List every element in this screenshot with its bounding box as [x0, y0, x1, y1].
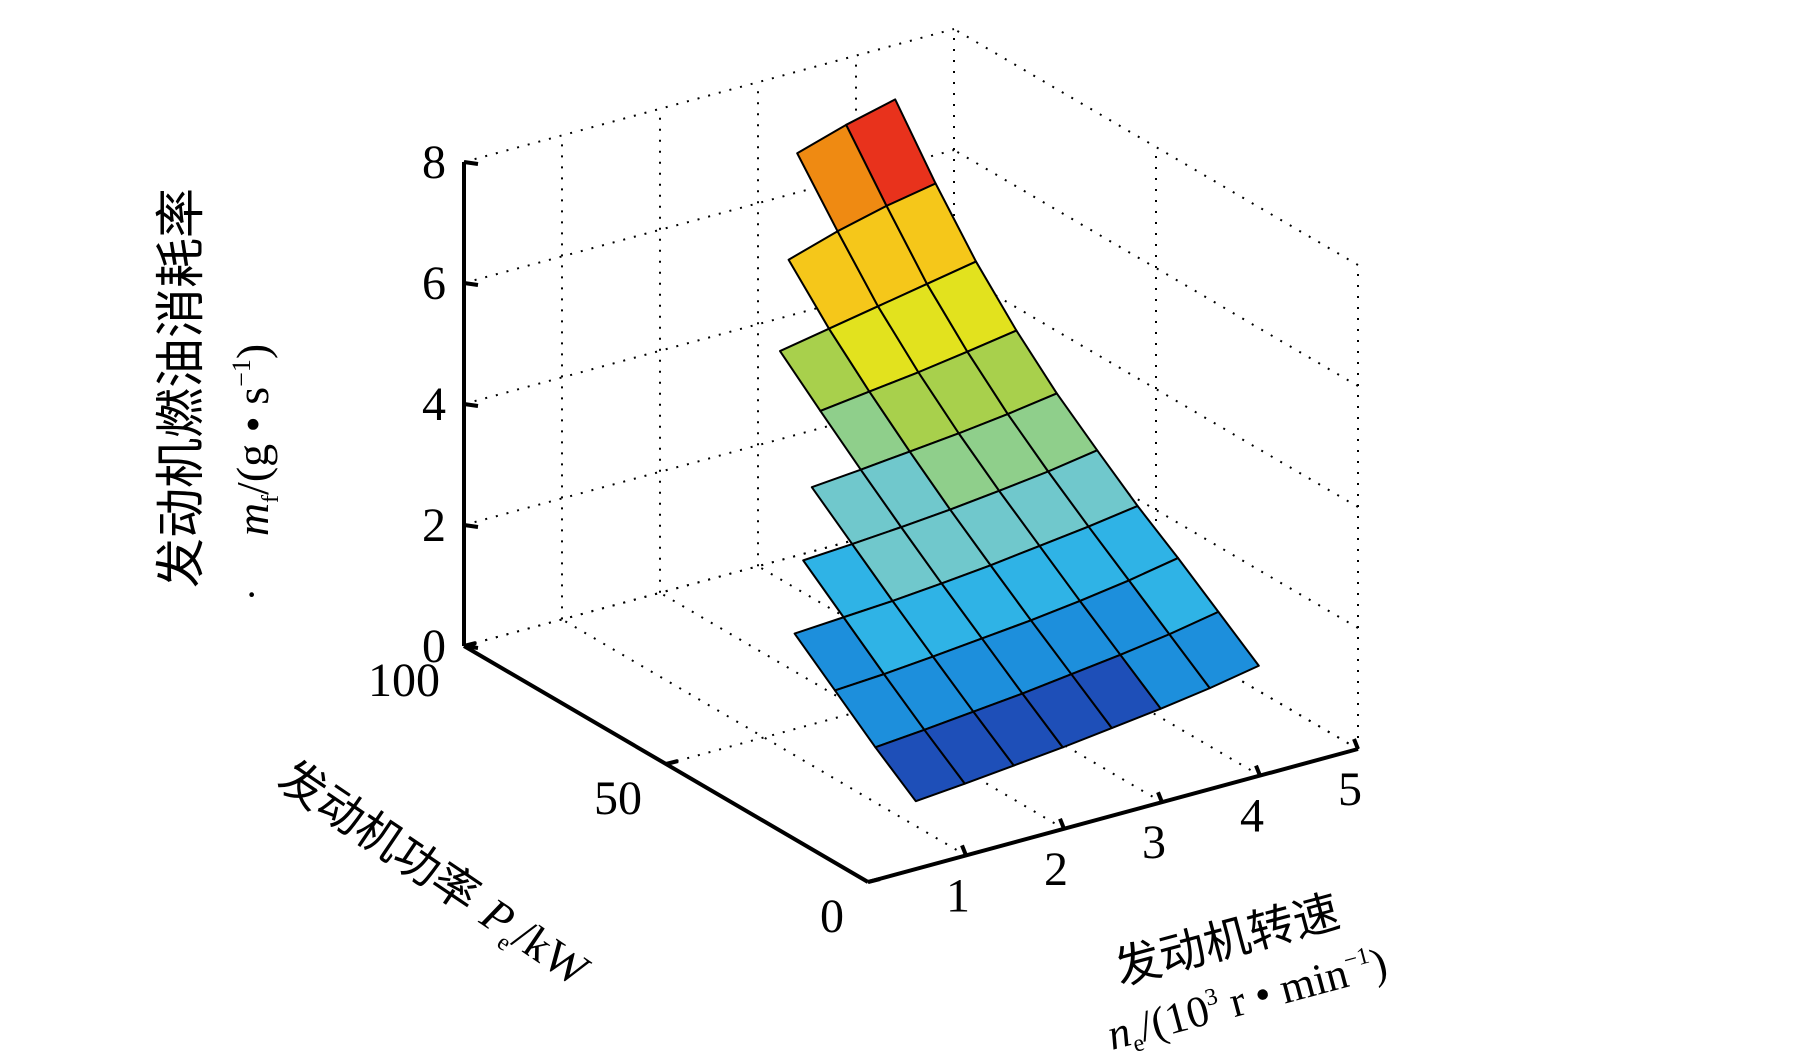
- z-axis-label: 发动机燃油消耗率: [152, 188, 210, 588]
- y-axis-label: 发动机功率 Pe/kW: [266, 749, 600, 1001]
- z-axis-dot: ·: [245, 572, 258, 617]
- z-tick-mark: [463, 644, 479, 650]
- x-tick-mark: [1058, 818, 1066, 830]
- x-tick-label: 3: [1142, 816, 1166, 869]
- x-axis-unit-label: /(10: [1133, 986, 1214, 1052]
- grid-line: [953, 270, 1359, 508]
- x-tick-mark: [1254, 764, 1262, 777]
- x-tick-label: 2: [1044, 843, 1068, 896]
- grid-line: [953, 28, 1359, 266]
- x-tick-label: 1: [946, 869, 970, 922]
- y-tick-label: 0: [820, 890, 844, 943]
- z-tick-label: 8: [422, 136, 446, 189]
- grid-line: [463, 270, 955, 405]
- grid-line: [953, 149, 1359, 387]
- y-tick-mark: [867, 877, 881, 884]
- y-tick-mark: [665, 759, 679, 766]
- z-tick-label: 6: [422, 257, 446, 310]
- axes: [462, 160, 1360, 884]
- z-tick-label: 0: [422, 620, 446, 673]
- grid-line: [463, 149, 955, 284]
- z-axis-symbol: m: [227, 503, 278, 536]
- grid-line: [463, 391, 955, 526]
- x-tick-label: 4: [1240, 790, 1264, 843]
- z-tick-mark: [463, 160, 479, 166]
- x-axis-line: [867, 747, 1359, 884]
- grid-line: [561, 618, 967, 857]
- grid-line: [953, 512, 1359, 750]
- z-axis-unit-exp: −1: [227, 359, 256, 387]
- y-tick-label: 100: [368, 654, 440, 707]
- z-axis-unit-label: /(g • s: [227, 387, 278, 495]
- z-tick-label: 4: [422, 378, 446, 431]
- z-tick-mark: [463, 523, 479, 529]
- grid-line: [463, 512, 955, 647]
- x-tick-mark: [960, 844, 968, 857]
- z-tick-mark: [463, 281, 479, 287]
- z-axis-unit-close: ): [227, 344, 278, 359]
- x-tick-mark: [1156, 791, 1164, 803]
- surface-plot: [779, 98, 1260, 803]
- z-tick-label: 2: [422, 499, 446, 552]
- y-axis-unit: /kW: [504, 909, 599, 996]
- surface-cell: [1168, 610, 1260, 690]
- y-tick-label: 50: [594, 772, 642, 825]
- z-axis-unit: mf/(g • s−1): [227, 344, 284, 536]
- x-tick-label: 5: [1338, 763, 1362, 816]
- x-tick-mark: [1352, 738, 1360, 750]
- z-tick-mark: [463, 402, 479, 408]
- z-axis-symbol-sub: f: [258, 495, 284, 503]
- grid-line: [757, 565, 1163, 804]
- grid-line: [855, 538, 1261, 777]
- grid-line: [953, 391, 1359, 629]
- grid-line: [463, 28, 955, 163]
- grid-line: [659, 591, 1065, 830]
